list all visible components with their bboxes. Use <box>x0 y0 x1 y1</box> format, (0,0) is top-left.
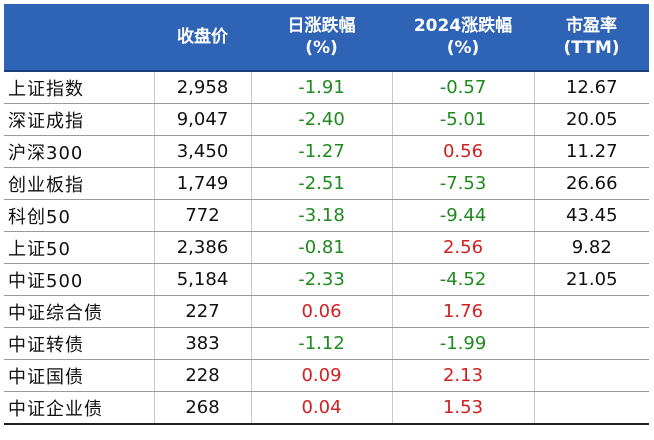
close-price-cell: 9,047 <box>154 103 252 136</box>
index-name-cell: 科创50 <box>4 199 155 232</box>
table-header-row: 收盘价 日涨跌幅 (%) 2024涨跌幅 (%) 市盈率 (TTM) <box>4 4 649 71</box>
index-name-cell: 中证转债 <box>4 327 155 360</box>
ytd-change-cell: 2.13 <box>392 359 535 392</box>
index-name-cell: 上证指数 <box>4 71 155 104</box>
table-row: 深证成指 9,047 -2.40 -5.01 20.05 <box>4 103 649 136</box>
index-name-cell: 深证成指 <box>4 103 155 136</box>
header-pe-ratio-label: 市盈率 <box>566 16 617 36</box>
table-body: 上证指数 2,958 -1.91 -0.57 12.67 深证成指 9,047 -2.40 -5… <box>4 71 649 425</box>
header-ytd-change-label: 2024涨跌幅 <box>413 16 513 36</box>
close-price-cell: 5,184 <box>154 263 252 296</box>
table-row: 中证企业债 268 0.04 1.53 <box>4 391 649 425</box>
pe-ratio-cell <box>534 391 649 425</box>
header-index-name <box>4 4 154 71</box>
pe-ratio-cell: 9.82 <box>534 231 649 264</box>
ytd-change-cell: 2.56 <box>392 231 535 264</box>
table-row: 中证国债 228 0.09 2.13 <box>4 359 649 392</box>
daily-change-cell: -2.51 <box>251 167 393 200</box>
close-price-cell: 1,749 <box>154 167 252 200</box>
table-row: 沪深300 3,450 -1.27 0.56 11.27 <box>4 135 649 168</box>
table-row: 科创50 772 -3.18 -9.44 43.45 <box>4 199 649 232</box>
index-name-cell: 创业板指 <box>4 167 155 200</box>
ytd-change-cell: -0.57 <box>392 71 535 104</box>
table-row: 上证50 2,386 -0.81 2.56 9.82 <box>4 231 649 264</box>
close-price-cell: 268 <box>154 391 252 425</box>
close-price-cell: 228 <box>154 359 252 392</box>
index-name-cell: 沪深300 <box>4 135 155 168</box>
table-row: 中证转债 383 -1.12 -1.99 <box>4 327 649 360</box>
index-name-cell: 中证500 <box>4 263 155 296</box>
ytd-change-cell: 0.56 <box>392 135 535 168</box>
table-row: 中证500 5,184 -2.33 -4.52 21.05 <box>4 263 649 296</box>
header-ytd-change-unit: (%) <box>446 38 480 58</box>
pe-ratio-cell: 21.05 <box>534 263 649 296</box>
table-row: 中证综合债 227 0.06 1.76 <box>4 295 649 328</box>
header-daily-change-label: 日涨跌幅 <box>287 16 356 36</box>
header-daily-change: 日涨跌幅 (%) <box>251 4 392 71</box>
pe-ratio-cell: 43.45 <box>534 199 649 232</box>
pe-ratio-cell: 11.27 <box>534 135 649 168</box>
ytd-change-cell: -7.53 <box>392 167 535 200</box>
pe-ratio-cell: 26.66 <box>534 167 649 200</box>
close-price-cell: 3,450 <box>154 135 252 168</box>
close-price-cell: 2,958 <box>154 71 252 104</box>
daily-change-cell: -1.91 <box>251 71 393 104</box>
close-price-cell: 772 <box>154 199 252 232</box>
close-price-cell: 383 <box>154 327 252 360</box>
pe-ratio-cell: 20.05 <box>534 103 649 136</box>
pe-ratio-cell <box>534 327 649 360</box>
daily-change-cell: 0.06 <box>251 295 393 328</box>
close-price-cell: 2,386 <box>154 231 252 264</box>
ytd-change-cell: -4.52 <box>392 263 535 296</box>
ytd-change-cell: -9.44 <box>392 199 535 232</box>
market-index-table-container: 收盘价 日涨跌幅 (%) 2024涨跌幅 (%) 市盈率 (TTM) 上证指数 2… <box>4 4 649 436</box>
daily-change-cell: -0.81 <box>251 231 393 264</box>
close-price-cell: 227 <box>154 295 252 328</box>
ytd-change-cell: -5.01 <box>392 103 535 136</box>
daily-change-cell: 0.04 <box>251 391 393 425</box>
daily-change-cell: -2.40 <box>251 103 393 136</box>
pe-ratio-cell: 12.67 <box>534 71 649 104</box>
index-name-cell: 中证国债 <box>4 359 155 392</box>
daily-change-cell: -1.27 <box>251 135 393 168</box>
ytd-change-cell: 1.76 <box>392 295 535 328</box>
index-name-cell: 中证企业债 <box>4 391 155 425</box>
header-ytd-change: 2024涨跌幅 (%) <box>392 4 534 71</box>
index-name-cell: 上证50 <box>4 231 155 264</box>
table-row: 创业板指 1,749 -2.51 -7.53 26.66 <box>4 167 649 200</box>
daily-change-cell: -2.33 <box>251 263 393 296</box>
header-close-price: 收盘价 <box>154 4 251 71</box>
pe-ratio-cell <box>534 359 649 392</box>
market-index-table: 收盘价 日涨跌幅 (%) 2024涨跌幅 (%) 市盈率 (TTM) 上证指数 2… <box>4 4 649 425</box>
ytd-change-cell: 1.53 <box>392 391 535 425</box>
daily-change-cell: -1.12 <box>251 327 393 360</box>
index-name-cell: 中证综合债 <box>4 295 155 328</box>
header-daily-change-unit: (%) <box>305 38 338 58</box>
header-pe-ratio-unit: (TTM) <box>563 38 620 58</box>
ytd-change-cell: -1.99 <box>392 327 535 360</box>
daily-change-cell: -3.18 <box>251 199 393 232</box>
pe-ratio-cell <box>534 295 649 328</box>
table-row: 上证指数 2,958 -1.91 -0.57 12.67 <box>4 71 649 104</box>
daily-change-cell: 0.09 <box>251 359 393 392</box>
header-pe-ratio: 市盈率 (TTM) <box>534 4 649 71</box>
